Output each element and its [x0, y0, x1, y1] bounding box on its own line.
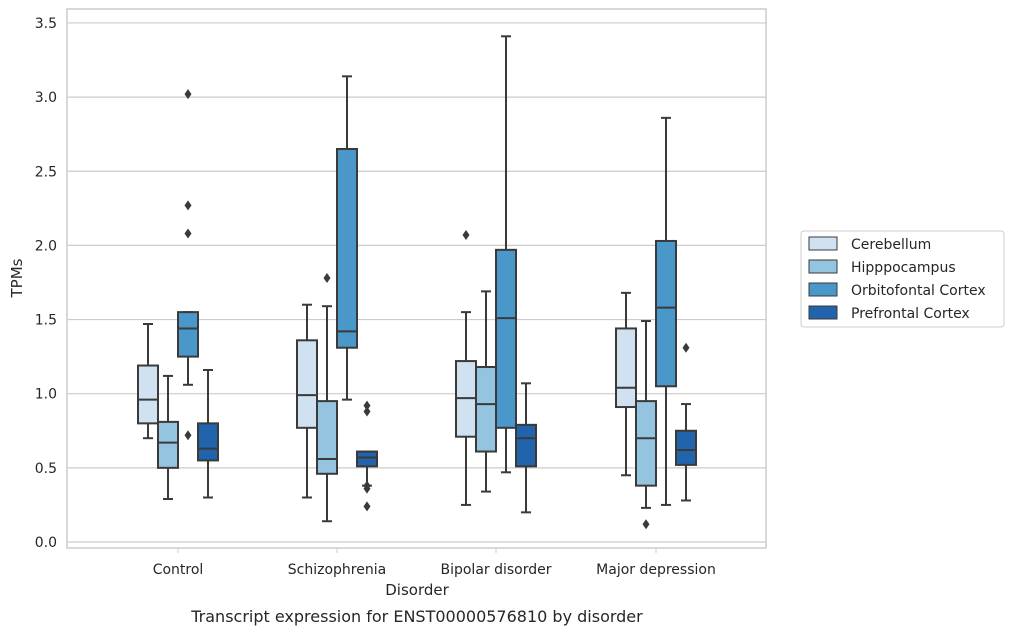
x-tick-label: Bipolar disorder	[440, 562, 551, 578]
legend-swatch	[808, 259, 838, 274]
y-tick-label: 2.5	[35, 164, 57, 180]
legend-label: Hipppocampus	[851, 260, 956, 276]
legend-swatch	[808, 236, 838, 251]
y-tick-label: 3.0	[35, 90, 57, 106]
outlier-point	[184, 228, 192, 239]
outlier-point	[184, 430, 192, 441]
box-iqr	[675, 429, 697, 466]
box-iqr	[515, 423, 537, 468]
box-orbitofontal-cortex	[336, 75, 358, 401]
box-iqr	[635, 400, 657, 487]
legend: Cerebellum Hipppocampus Orbitofontal Corte…	[800, 230, 1005, 328]
x-tick-label: Schizophrenia	[288, 562, 386, 578]
outlier-point	[363, 400, 371, 411]
y-tick-label: 1.5	[35, 313, 57, 329]
legend-frame	[800, 230, 1005, 328]
box-iqr	[495, 248, 517, 429]
box-iqr	[356, 450, 378, 468]
x-tick-label: Control	[153, 562, 204, 578]
y-tick-label: 2.0	[35, 238, 57, 254]
legend-label: Prefrontal Cortex	[851, 306, 970, 322]
legend-swatch	[808, 305, 838, 320]
chart-caption: Transcript expression for ENST0000057681…	[190, 607, 643, 626]
box-iqr	[197, 422, 219, 462]
box-iqr	[336, 148, 358, 349]
outlier-point	[184, 200, 192, 211]
box-iqr	[316, 400, 338, 475]
box-cerebellum	[137, 322, 159, 440]
box-prefrontal-cortex	[515, 382, 537, 514]
box-iqr	[296, 339, 318, 429]
y-tick-label: 1.0	[35, 387, 57, 403]
outlier-point	[462, 230, 470, 241]
box-prefrontal-cortex	[356, 400, 378, 512]
outlier-point	[363, 406, 371, 417]
outlier-point	[363, 501, 371, 512]
box-hipppocampus	[157, 374, 179, 500]
box-marks	[137, 35, 697, 530]
box-iqr	[157, 420, 179, 469]
outlier-point	[642, 519, 650, 530]
box-hipppocampus	[475, 290, 497, 493]
box-iqr	[137, 364, 159, 425]
outlier-point	[363, 480, 371, 491]
box-iqr	[475, 366, 497, 453]
box-cerebellum	[455, 230, 477, 506]
legend-swatch	[808, 282, 838, 297]
box-iqr	[177, 311, 199, 358]
x-axis-label: Disorder	[385, 581, 449, 599]
box-prefrontal-cortex	[675, 342, 697, 502]
outlier-point	[323, 273, 331, 284]
y-tick-label: 0.0	[35, 535, 57, 551]
box-hipppocampus	[316, 273, 338, 523]
box-iqr	[655, 239, 677, 388]
box-prefrontal-cortex	[197, 368, 219, 499]
box-orbitofontal-cortex	[655, 116, 677, 506]
legend-label: Cerebellum	[851, 237, 931, 253]
box-orbitofontal-cortex	[177, 89, 199, 441]
x-tick-labels: Control Schizophrenia Bipolar disorder Majo…	[153, 548, 716, 578]
outlier-point	[184, 89, 192, 100]
outlier-point	[682, 342, 690, 353]
box-cerebellum	[296, 303, 318, 499]
y-tick-label: 3.5	[35, 16, 57, 32]
box-cerebellum	[615, 291, 637, 477]
x-tick-label: Major depression	[596, 562, 716, 578]
y-tick-labels: 0.0 0.5 1.0 1.5 2.0 2.5 3.0 3.5	[35, 16, 57, 551]
y-tick-label: 0.5	[35, 461, 57, 477]
box-iqr	[615, 327, 637, 409]
box-orbitofontal-cortex	[495, 35, 517, 474]
legend-label: Orbitofontal Cortex	[851, 283, 986, 299]
y-axis-label: TPMs	[8, 258, 26, 298]
box-hipppocampus	[635, 320, 657, 530]
plot-area-frame	[66, 8, 767, 549]
